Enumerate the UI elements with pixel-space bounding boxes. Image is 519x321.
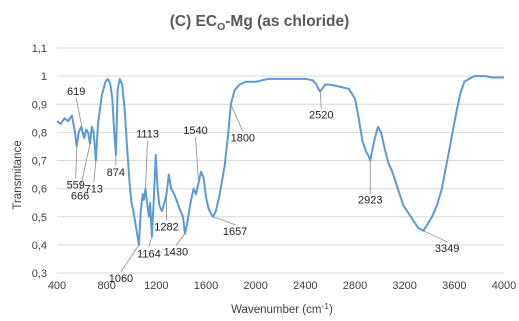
x-tick-labels: 400 800 1200 1600 2000 2400 2800 3200 3600 4000 <box>48 280 516 292</box>
peak-label: 874 <box>107 167 125 179</box>
x-tick-label: 2400 <box>293 280 317 292</box>
x-axis-label-end: ) <box>329 304 333 316</box>
peak-label: 1430 <box>164 247 188 259</box>
chart-title-rest: -Mg (as chloride) <box>225 13 349 30</box>
peak-label: 1657 <box>223 226 247 238</box>
x-tick-label: 400 <box>48 280 66 292</box>
x-tick-label: 2000 <box>243 280 267 292</box>
peak-leader <box>230 104 244 132</box>
x-tick-label: 4000 <box>492 280 516 292</box>
x-tick-label: 1600 <box>194 280 218 292</box>
peak-label: 559 <box>67 179 85 191</box>
peak-label: 619 <box>67 86 85 98</box>
x-tick-label: 2800 <box>343 280 367 292</box>
x-tick-label: 3200 <box>392 280 416 292</box>
x-tick-label: 800 <box>97 280 115 292</box>
peak-label: 1282 <box>154 221 178 233</box>
y-tick-label: 0,4 <box>32 240 47 252</box>
peak-leader <box>195 136 199 184</box>
transmittance-line <box>56 75 504 246</box>
peak-label: 1060 <box>109 273 133 285</box>
x-tick-label: 3600 <box>442 280 466 292</box>
peak-label: 3349 <box>435 243 459 255</box>
peak-label: 1540 <box>183 125 207 137</box>
peak-leader <box>120 244 140 273</box>
peak-label: 666 <box>71 191 89 203</box>
y-tick-label: 0,5 <box>32 212 47 224</box>
grid-lines <box>57 47 504 274</box>
y-axis-label: Transmitance <box>12 140 24 209</box>
chart-title-subscript: O <box>217 21 225 33</box>
y-tick-label: 0,8 <box>32 127 47 139</box>
y-tick-label: 1 <box>41 71 47 83</box>
peak-label: 1113 <box>136 129 159 141</box>
peak-leader <box>175 233 186 246</box>
chart-title: (C) ECO-Mg (as chloride) <box>170 13 350 33</box>
peak-label: 1800 <box>231 132 255 144</box>
x-axis-label-main: Wavenumber (cm <box>231 304 321 316</box>
x-axis-label-superscript: -1 <box>321 301 329 311</box>
x-axis-label: Wavenumber (cm-1) <box>231 301 333 316</box>
chart-title-main: (C) EC <box>170 13 217 30</box>
peak-label: 713 <box>85 184 103 196</box>
peak-label: 1164 <box>137 248 161 260</box>
x-tick-label: 1200 <box>144 280 168 292</box>
peak-leader <box>93 160 97 183</box>
y-tick-label: 0,6 <box>32 184 47 196</box>
peak-leader <box>79 143 91 190</box>
peak-leader <box>148 236 153 248</box>
peak-leader <box>319 91 322 109</box>
peak-leader <box>145 140 148 189</box>
y-tick-label: 0,9 <box>32 99 47 111</box>
peak-leader <box>423 230 448 243</box>
annotation-leaders <box>75 91 448 273</box>
y-tick-label: 0,3 <box>32 268 47 280</box>
peak-leader <box>212 216 236 226</box>
y-tick-label: 0,7 <box>32 156 47 168</box>
y-tick-labels: 0,3 0,4 0,5 0,6 0,7 0,8 0,9 1 1,1 <box>32 43 47 280</box>
peak-label: 2520 <box>309 110 333 122</box>
peak-label: 2923 <box>358 195 382 207</box>
y-tick-label: 1,1 <box>32 43 47 55</box>
peak-leader <box>75 146 78 179</box>
